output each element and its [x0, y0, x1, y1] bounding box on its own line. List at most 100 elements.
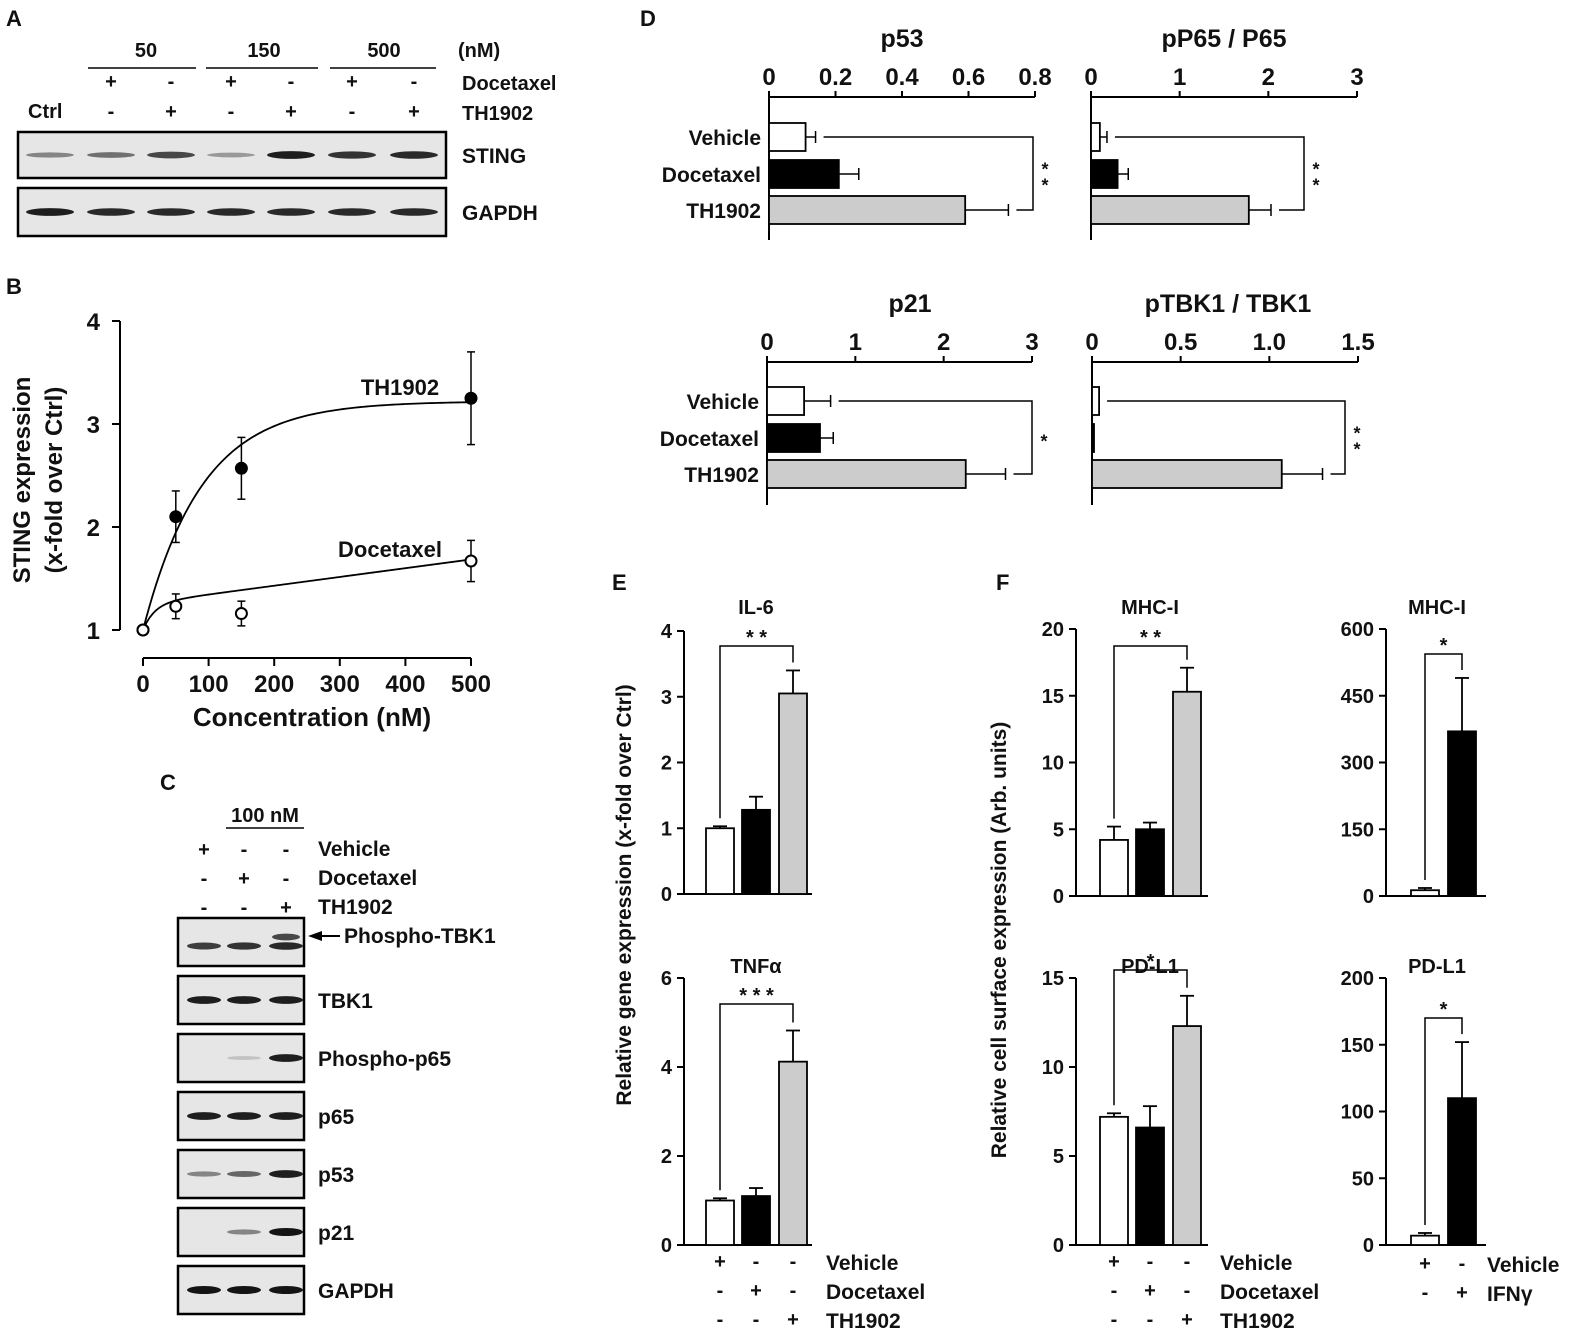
treatment-sign: + [714, 1251, 726, 1273]
panel-d-title: p21 [888, 290, 931, 318]
panel-b-point-docetaxel [136, 623, 150, 637]
panel-a-band [147, 151, 195, 159]
bar-chart-bar [1447, 1097, 1477, 1246]
bar-chart-y-tick-label: 0 [661, 1235, 672, 1257]
panel-d-x-tick-label: 3 [1025, 329, 1038, 356]
panel-label-c: C [160, 770, 176, 795]
panel-c-band [227, 1056, 261, 1060]
panel-a-th1902-sign: + [285, 101, 297, 123]
panel-c-band [187, 1171, 221, 1177]
panel-b-x-tick-label: 200 [254, 671, 294, 698]
panel-c-band-upper [272, 933, 300, 941]
treatment-sign: - [1147, 1251, 1154, 1273]
panel-a-docetaxel-sign: + [346, 71, 358, 93]
panel-d-significance-star: * [1353, 440, 1360, 460]
bar-chart-significance-bracket [1113, 645, 1188, 819]
panel-a-concentration-500: 500 [367, 40, 400, 62]
panel-c-sign: + [238, 868, 250, 890]
treatment-label: TH1902 [826, 1310, 901, 1333]
panel-b-point-th1902 [234, 461, 248, 475]
panel-e-y-axis-label: Relative gene expression (x-fold over Ct… [613, 684, 636, 1105]
panel-c-blot-label: p65 [318, 1106, 355, 1129]
bar-chart-title: MHC-I [1121, 597, 1179, 619]
panel-a-th1902-sign: + [165, 101, 177, 123]
bar-chart-bar [705, 1199, 735, 1246]
bar-chart-y-tick-label: 6 [661, 968, 672, 990]
panel-d-x-tick-label: 2 [1262, 64, 1275, 91]
panel-d-x-tick-label: 0.4 [885, 64, 919, 91]
panel-a-th1902-sign: - [349, 101, 356, 123]
bar-chart-bar [778, 1060, 808, 1246]
bar-chart-y-tick-label: 5 [1053, 819, 1064, 841]
panel-b-docetaxel-curve [142, 558, 472, 631]
panel-d-bar [766, 386, 805, 416]
figure-content: 50 150 500 (nM)Ctrl+ - + - + -- + - + - +DocetaxelTH1… [9, 25, 1559, 1333]
panel-b-x-axis-label: Concentration (nM) [193, 702, 431, 732]
panel-d-x-tick-label: 3 [1350, 64, 1363, 91]
panel-a-band [147, 208, 195, 216]
bar-chart-significance-bracket [1424, 653, 1463, 880]
panel-d-significance-star: * [1312, 160, 1319, 180]
bar-chart-y-tick-label: 1 [661, 818, 672, 840]
panel-b-y-tick-label: 2 [87, 515, 100, 542]
panel-d-x-tick-label: 0.8 [1018, 64, 1051, 91]
panel-d-category-label: Docetaxel [660, 428, 759, 451]
panel-a-th1902-sign: - [228, 101, 235, 123]
panel-c-row-label: Vehicle [318, 838, 390, 861]
panel-a-band [328, 151, 376, 159]
panel-d-bar [1090, 195, 1250, 225]
bar-chart-significance-bracket [719, 1003, 794, 1191]
panel-d-bar [1091, 423, 1095, 453]
bar-chart-bar [1410, 1234, 1440, 1246]
panel-c-band [227, 1112, 261, 1120]
panel-d-bar [768, 122, 807, 152]
treatment-sign: - [753, 1251, 760, 1273]
panel-d-x-tick-label: 2 [937, 329, 950, 356]
panel-c-band [269, 1286, 303, 1294]
panel-c-sign: + [280, 897, 292, 919]
panel-b-y-axis-label-line: STING expression [9, 377, 36, 584]
panel-a-blot-label: STING [462, 145, 526, 168]
panel-b-x-tick-label: 0 [136, 671, 149, 698]
panel-f-y-axis-label: Relative cell surface expression (Arb. u… [988, 722, 1011, 1159]
panel-c-band [269, 996, 303, 1004]
bar-chart-bar [705, 827, 735, 895]
panel-b-y-axis-label: STING expression (x-fold over Ctrl) [9, 377, 68, 584]
panel-label-e: E [612, 570, 627, 595]
treatment-label: TH1902 [1220, 1310, 1295, 1333]
bar-chart-bar [1099, 1115, 1129, 1246]
panel-a-band [87, 208, 135, 216]
panel-d-category-label: TH1902 [686, 200, 761, 223]
panel-c-band [227, 996, 261, 1004]
panel-d-x-tick-label: 1.5 [1341, 329, 1374, 356]
bar-chart-y-tick-label: 0 [1053, 1235, 1064, 1257]
panel-a-th1902-sign: + [408, 101, 420, 123]
panel-c-blot-label: GAPDH [318, 1280, 394, 1303]
panel-a-docetaxel-sign: - [411, 71, 418, 93]
panel-d-significance-star: * [1312, 176, 1319, 196]
panel-a-band [26, 152, 74, 158]
bar-chart-y-tick-label: 2 [661, 753, 672, 775]
panel-b-series-label: TH1902 [361, 375, 439, 400]
bar-chart-y-tick-label: 15 [1042, 686, 1064, 708]
bar-chart-bar [741, 1195, 771, 1246]
panel-a-band [87, 152, 135, 158]
panel-c-row-label: TH1902 [318, 896, 393, 919]
panel-a-docetaxel-sign: + [225, 71, 237, 93]
treatment-sign: + [787, 1309, 799, 1331]
panel-c-blot-label: Phospho-p65 [318, 1048, 451, 1071]
treatment-label: Vehicle [826, 1252, 898, 1275]
panel-a-band [207, 208, 255, 216]
panel-c-band [269, 942, 303, 950]
panel-a-blot-label: GAPDH [462, 202, 538, 225]
panel-d-significance-bracket [1107, 400, 1346, 475]
panel-a-th1902-label: TH1902 [462, 103, 533, 125]
bar-chart-significance-bracket [1424, 1017, 1463, 1225]
bar-chart-y-tick-label: 10 [1042, 753, 1064, 775]
treatment-sign: + [750, 1280, 762, 1302]
bar-chart-significance-stars: * * [1140, 627, 1161, 649]
bar-chart-y-tick-label: 100 [1341, 1102, 1374, 1124]
panel-a-band [390, 151, 438, 159]
bar-chart-y-tick-label: 0 [661, 884, 672, 906]
panel-b-point-docetaxel [234, 607, 248, 621]
